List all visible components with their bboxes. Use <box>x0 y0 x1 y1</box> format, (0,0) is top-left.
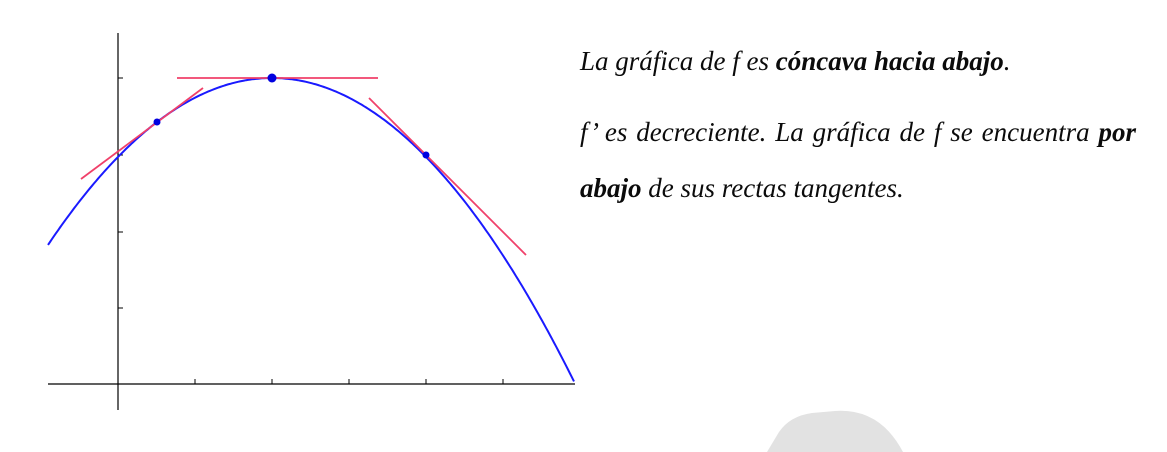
concave-down-emphasis: cóncava hacia abajo <box>775 46 1004 76</box>
x-ticks <box>194 379 504 384</box>
tangent-line-right <box>368 97 527 256</box>
explanation-text: La gráfica de f es cóncava hacia abajo. … <box>580 38 1136 216</box>
concavity-figure <box>47 33 575 410</box>
tangent-explanation: f’ es decreciente. La gráfica de f se en… <box>580 117 1136 203</box>
tangency-point-right <box>422 151 430 159</box>
abajo-emphasis: abajo <box>580 173 642 203</box>
tangent-line-left <box>80 87 204 180</box>
tangency-point-left <box>153 118 161 126</box>
tangency-point-vertex <box>267 73 277 83</box>
por-emphasis: por <box>1098 117 1136 147</box>
concave-down-curve <box>47 77 575 382</box>
concavity-statement: La gráfica de f es cóncava hacia abajo. <box>580 46 1011 76</box>
